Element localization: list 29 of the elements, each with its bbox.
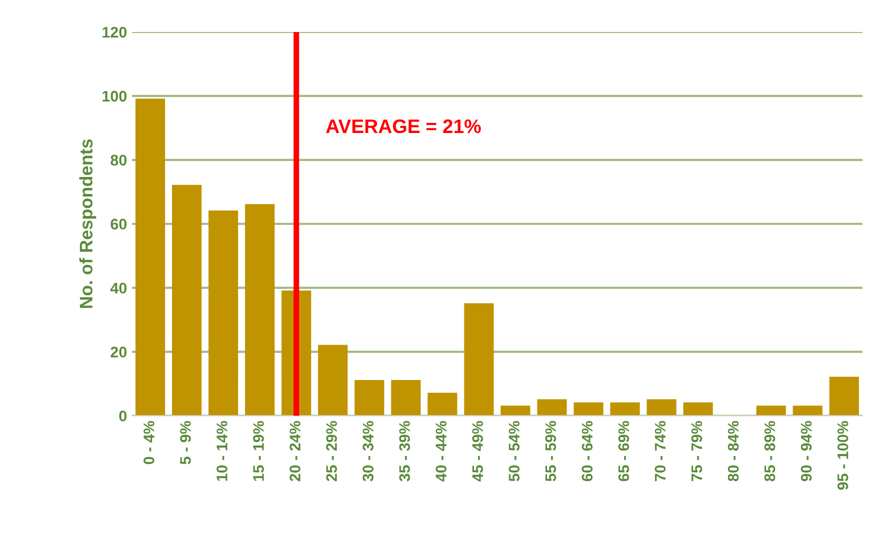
x-tick-label: 50 - 54% <box>508 421 520 482</box>
x-tick-label: 25 - 29% <box>326 421 337 482</box>
x-tick-label: 10 - 14% <box>216 421 228 481</box>
x-tick-label: 5 - 9% <box>180 421 191 464</box>
x-tick-label: 35 - 39% <box>399 421 410 482</box>
x-tick-label: 15 - 19% <box>253 421 264 481</box>
x-tick-label: 40 - 44% <box>436 421 447 482</box>
y-tick-label: 60 <box>110 218 127 230</box>
y-axis-title: No. of Respondents <box>79 139 96 308</box>
x-tick-label: 95 - 100% <box>837 421 848 490</box>
y-tick-label: 40 <box>110 282 127 294</box>
y-tick-label: 120 <box>102 26 127 38</box>
x-tick-label: 80 - 84% <box>728 421 739 482</box>
x-tick-label: 85 - 89% <box>764 421 776 482</box>
x-tick-label: 45 - 49% <box>472 421 484 482</box>
y-tick-label: 80 <box>110 154 127 166</box>
x-tick-label: 30 - 34% <box>362 421 374 482</box>
x-tick-label: 75 - 79% <box>691 421 702 482</box>
x-tick-label: 55 - 59% <box>545 421 556 482</box>
x-tick-label: 65 - 69% <box>618 421 630 482</box>
x-tick-label: 0 - 4% <box>144 421 154 464</box>
y-tick-label: 100 <box>102 90 127 102</box>
y-tick-label: 0 <box>119 410 127 422</box>
x-tick-label: 60 - 64% <box>582 421 593 482</box>
x-tick-label: 70 - 74% <box>654 421 666 482</box>
x-tick-label: 90 - 94% <box>800 421 812 482</box>
y-tick-label: 20 <box>110 346 127 358</box>
x-tick-label: 20 - 24% <box>290 421 300 482</box>
ref-line-label: AVERAGE = 21% <box>326 119 481 134</box>
